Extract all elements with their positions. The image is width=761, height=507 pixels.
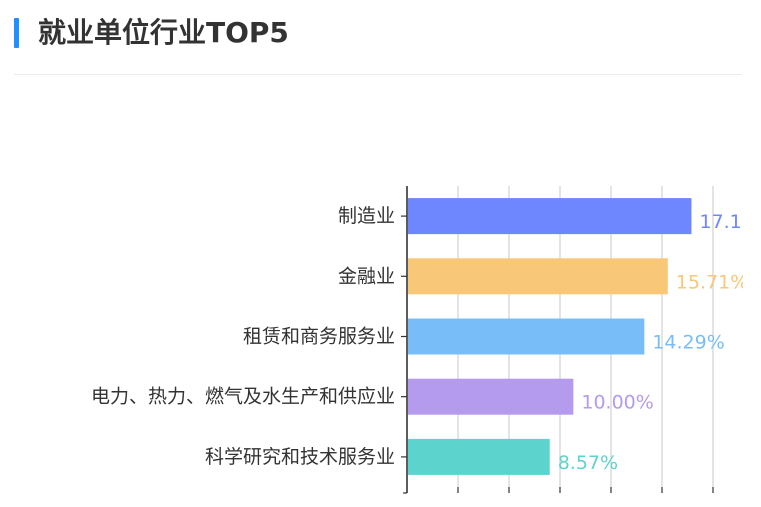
- bar: [408, 318, 645, 355]
- category-label: 电力、热力、燃气及水生产和供应业: [91, 386, 395, 408]
- value-label: 15.71%: [676, 271, 748, 293]
- bar: [408, 378, 574, 415]
- title-accent-bar: [14, 18, 19, 48]
- chart-labels: 制造业 17.1 金融业 15.71% 租赁和商务服务业 14.29% 电力、热力、燃气及水…: [91, 205, 748, 474]
- header-divider: [14, 74, 742, 75]
- value-label: 14.29%: [652, 332, 724, 354]
- chart-axes: [401, 186, 714, 494]
- chart-bars: [408, 198, 692, 475]
- bar: [408, 438, 550, 475]
- value-label: 10.00%: [581, 392, 653, 414]
- bar: [408, 258, 668, 295]
- panel-title: 就业单位行业TOP5: [38, 16, 289, 49]
- category-label: 租赁和商务服务业: [243, 326, 395, 348]
- bar: [408, 198, 692, 235]
- category-label: 金融业: [338, 265, 395, 287]
- category-label: 科学研究和技术服务业: [205, 446, 395, 468]
- value-label: 8.57%: [558, 452, 618, 474]
- category-label: 制造业: [338, 205, 395, 227]
- chart-panel-header: 就业单位行业TOP5: [0, 0, 761, 76]
- value-label: 17.1: [699, 211, 741, 233]
